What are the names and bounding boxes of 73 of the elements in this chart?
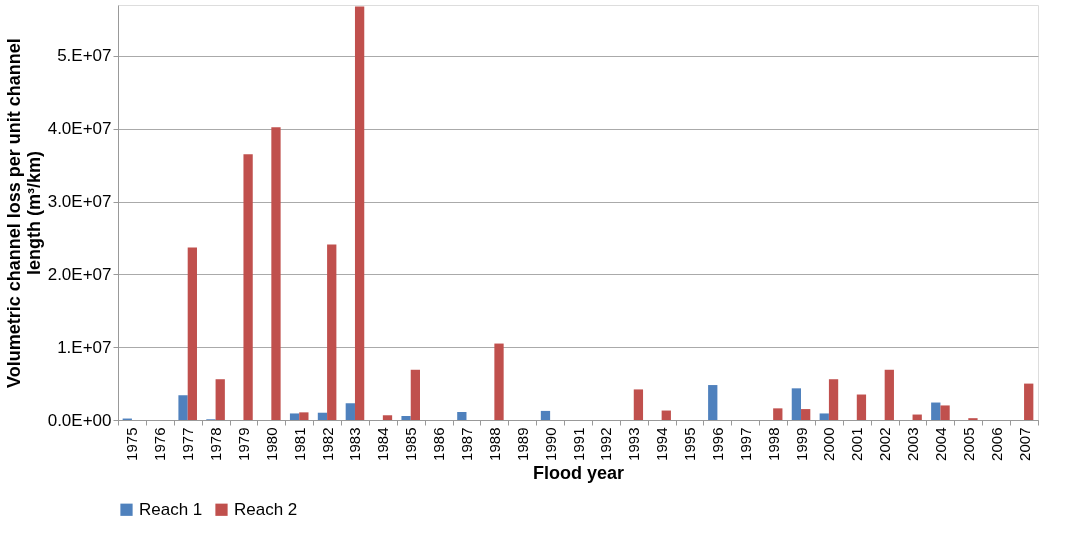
bar: [856, 394, 867, 420]
x-tick-label: 1975: [123, 427, 141, 461]
x-tick-label: 1989: [513, 427, 531, 461]
x-tick-label: 1980: [262, 427, 280, 461]
bar: [299, 412, 309, 420]
y-tick-label: 3.0E+07: [47, 192, 112, 212]
x-tick-label: 1982: [318, 427, 336, 461]
bar: [773, 408, 783, 420]
x-tick-label: 2006: [987, 427, 1005, 461]
bar: [354, 6, 365, 420]
x-tick-label: 2003: [904, 427, 922, 461]
y-tick-label: 4.0E+07: [47, 119, 112, 139]
bar: [540, 410, 551, 420]
x-tick-label: 1995: [681, 427, 699, 461]
bar: [791, 388, 802, 420]
bar: [215, 379, 225, 420]
bar: [410, 369, 421, 420]
x-tick-label: 1977: [179, 427, 197, 461]
y-axis-title: Volumetric channel loss per unit channel length (m³/km): [3, 38, 44, 388]
x-tick-label: 2000: [820, 427, 838, 461]
y-tick-label: 0.0E+00: [47, 410, 112, 430]
bar: [1024, 383, 1034, 420]
x-axis-title: Flood year: [532, 462, 625, 483]
x-tick-label: 1984: [374, 427, 392, 461]
bar: [828, 379, 839, 420]
x-tick-label: 1992: [597, 427, 615, 461]
bar: [317, 412, 328, 420]
bar: [401, 416, 411, 420]
x-tick-label: 1999: [792, 427, 810, 461]
x-tick-label: 1979: [234, 427, 252, 461]
x-tick-label: 1991: [569, 427, 587, 461]
bar: [327, 244, 337, 420]
bar: [633, 389, 644, 420]
x-tick-label: 1998: [764, 427, 782, 461]
x-tick-label: 1994: [653, 427, 671, 461]
bar: [494, 343, 504, 420]
bar: [345, 403, 355, 420]
bar: [801, 409, 811, 420]
x-tick-label: 2002: [876, 427, 894, 461]
x-tick-label: 1997: [736, 427, 754, 461]
bar: [819, 413, 829, 420]
x-tick-label: 2004: [931, 427, 949, 461]
legend-label: Reach 1: [139, 499, 203, 519]
bar: [178, 395, 188, 420]
x-tick-label: 1976: [151, 427, 169, 461]
bar: [243, 154, 253, 420]
bar: [457, 411, 467, 420]
x-tick-label: 1985: [402, 427, 420, 461]
x-tick-label: 1978: [207, 427, 225, 461]
legend-label: Reach 2: [234, 499, 298, 519]
y-tick-label: 2.0E+07: [47, 264, 112, 284]
x-tick-label: 1996: [708, 427, 726, 461]
x-tick-label: 2001: [848, 427, 866, 461]
bar: [661, 410, 671, 420]
bar: [708, 385, 718, 420]
bar: [187, 247, 197, 420]
x-tick-label: 1993: [625, 427, 643, 461]
x-tick-label: 1987: [457, 427, 475, 461]
bar: [289, 413, 300, 420]
bar: [940, 405, 950, 420]
bar: [382, 415, 393, 420]
x-tick-label: 1981: [290, 427, 308, 461]
bar: [271, 127, 281, 420]
x-tick-label: 1988: [485, 427, 503, 461]
x-tick-label: 2007: [1015, 427, 1033, 461]
x-tick-label: 1990: [541, 427, 559, 461]
x-tick-label: 1983: [346, 427, 364, 461]
bar: [884, 369, 894, 420]
x-tick-label: 1986: [430, 427, 448, 461]
x-tick-label: 2005: [959, 427, 977, 461]
y-tick-label: 1.E+07: [57, 337, 112, 357]
bar: [931, 402, 941, 420]
y-tick-label: 5.E+07: [57, 46, 112, 66]
